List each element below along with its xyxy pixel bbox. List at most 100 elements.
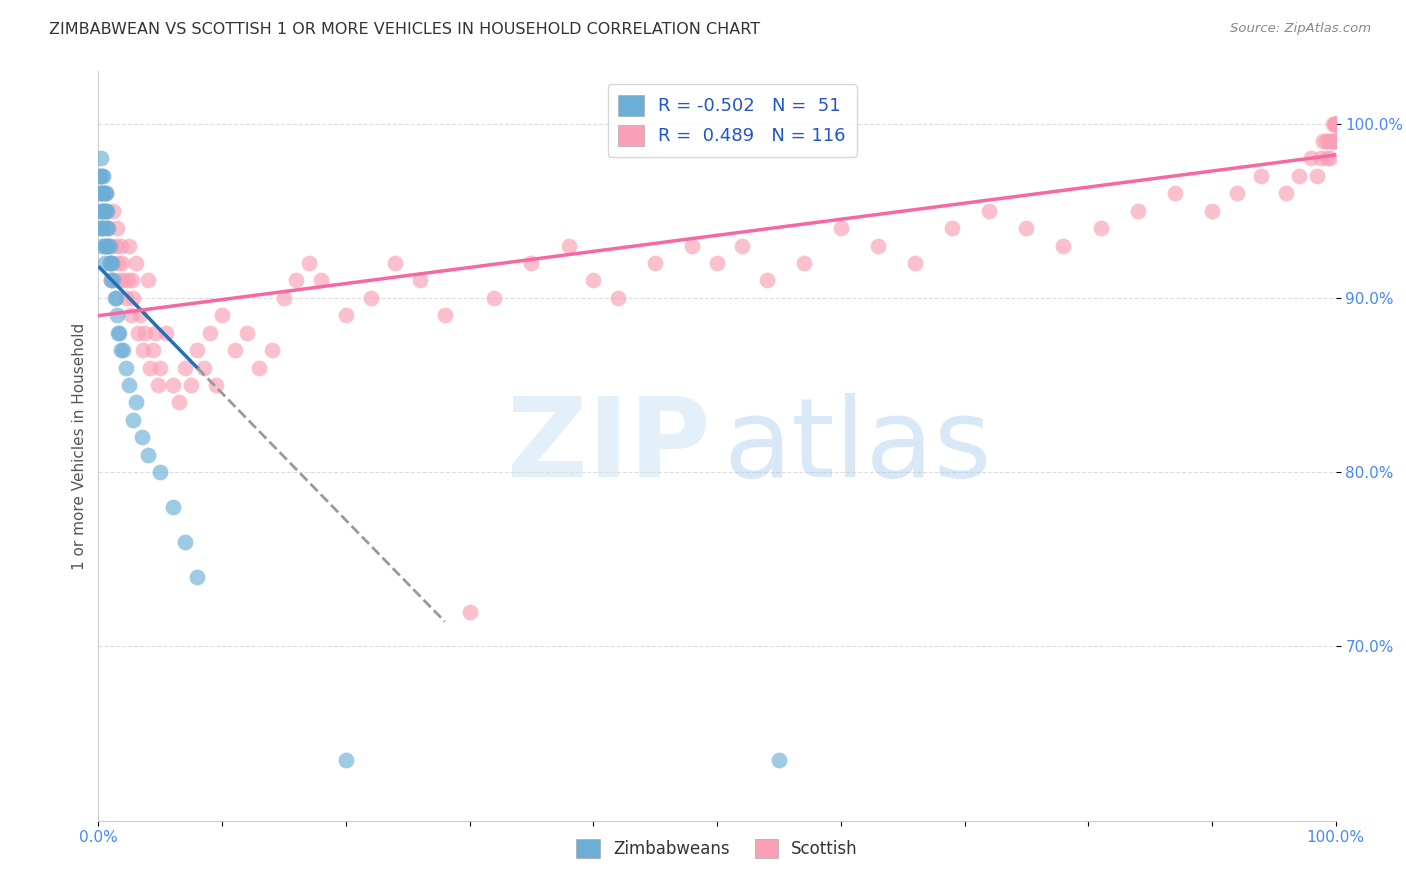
Point [1306,169,1329,183]
Point [1324,117,1347,131]
Point [91,169,114,183]
Point [174,534,197,549]
Point [731,238,754,252]
Point [186,570,208,584]
Point [103,291,125,305]
Point [90,186,112,201]
Point [1323,134,1346,148]
Point [93,221,115,235]
Point [1324,117,1347,131]
Point [93,238,115,252]
Point [136,448,159,462]
Point [131,430,153,444]
Point [139,360,162,375]
Point [433,308,456,322]
Point [108,326,131,340]
Point [1315,134,1337,148]
Point [90,203,112,218]
Point [91,238,114,252]
Text: ZIMBABWEAN VS SCOTTISH 1 OR MORE VEHICLES IN HOUSEHOLD CORRELATION CHART: ZIMBABWEAN VS SCOTTISH 1 OR MORE VEHICLE… [49,22,761,37]
Point [112,343,135,358]
Point [205,378,228,392]
Point [89,186,111,201]
Point [91,203,114,218]
Point [979,203,1001,218]
Point [1324,117,1347,131]
Point [107,256,129,270]
Point [146,378,169,392]
Point [458,605,481,619]
Point [94,186,117,201]
Point [118,238,141,252]
Point [360,291,382,305]
Point [1322,117,1344,131]
Point [224,343,246,358]
Point [1312,134,1334,148]
Point [193,360,215,375]
Point [1164,186,1187,201]
Point [91,186,114,201]
Point [260,343,283,358]
Point [1316,152,1339,166]
Point [143,326,166,340]
Point [97,221,120,235]
Point [149,465,172,479]
Point [103,273,125,287]
Point [90,221,112,235]
Point [644,256,666,270]
Point [96,221,118,235]
Point [108,273,131,287]
Point [247,360,270,375]
Point [136,273,159,287]
Point [96,221,118,235]
Point [101,256,124,270]
Point [1320,134,1343,148]
Point [103,203,125,218]
Point [335,308,357,322]
Point [904,256,927,270]
Point [520,256,543,270]
Point [557,238,579,252]
Point [198,326,221,340]
Point [1319,152,1341,166]
Point [1126,203,1149,218]
Point [681,238,703,252]
Point [236,326,259,340]
Point [89,169,111,183]
Point [93,203,115,218]
Point [211,308,233,322]
Text: Source: ZipAtlas.com: Source: ZipAtlas.com [1230,22,1371,36]
Point [1226,186,1249,201]
Point [105,308,128,322]
Point [1324,134,1347,148]
Point [1275,186,1298,201]
Point [89,169,111,183]
Point [104,238,127,252]
Point [98,256,121,270]
Point [94,186,117,201]
Point [111,256,134,270]
Point [94,203,117,218]
Point [1052,238,1074,252]
Point [1324,117,1347,131]
Point [607,291,630,305]
Point [89,221,111,235]
Point [1288,169,1310,183]
Point [93,169,115,183]
Point [112,273,135,287]
Point [298,256,321,270]
Point [409,273,432,287]
Point [162,378,184,392]
Point [384,256,406,270]
Point [484,291,506,305]
Point [97,238,120,252]
Point [167,395,190,409]
Point [335,753,357,767]
Point [117,273,139,287]
Point [93,256,115,270]
Point [105,221,128,235]
Point [1090,221,1112,235]
Point [124,395,146,409]
Point [1324,117,1347,131]
Point [100,273,122,287]
